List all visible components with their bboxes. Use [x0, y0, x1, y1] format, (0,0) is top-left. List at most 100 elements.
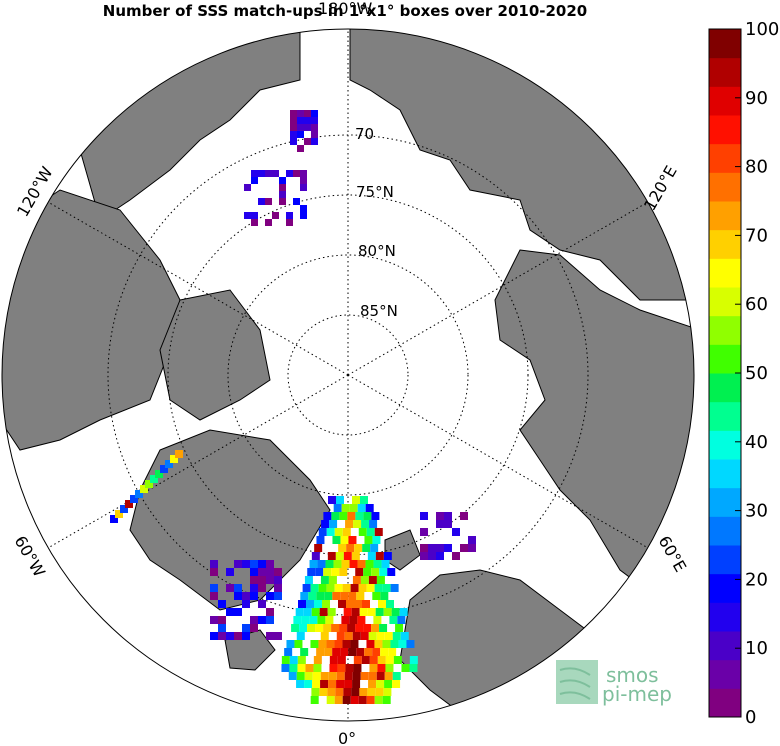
- matchup-cell: [358, 696, 367, 704]
- matchup-cell: [342, 640, 351, 648]
- logo: smos pi-mep: [556, 660, 672, 706]
- matchup-cell: [258, 600, 266, 608]
- matchup-cell: [468, 544, 476, 552]
- matchup-cell: [452, 528, 460, 536]
- matchup-cell: [251, 212, 258, 219]
- matchup-cell: [365, 504, 374, 512]
- matchup-cell: [304, 680, 313, 688]
- colorbar-tick-label: 30: [745, 501, 768, 522]
- matchup-cell: [344, 672, 353, 680]
- matchup-cell: [242, 632, 250, 640]
- matchup-cell: [344, 680, 353, 688]
- matchup-cell: [327, 608, 336, 616]
- matchup-cell: [375, 688, 384, 696]
- colorbar-band: [709, 602, 741, 632]
- colorbar-band: [709, 172, 741, 202]
- colorbar-band: [709, 258, 741, 288]
- matchup-cell: [319, 608, 328, 616]
- colorbar-band: [709, 545, 741, 575]
- colorbar-band: [709, 373, 741, 403]
- matchup-cell: [351, 552, 360, 560]
- matchup-cell: [155, 470, 163, 478]
- matchup-cell: [367, 608, 376, 616]
- matchup-cell: [311, 110, 318, 117]
- matchup-cell: [436, 520, 444, 528]
- matchup-cell: [289, 656, 298, 664]
- matchup-cell: [360, 576, 369, 584]
- matchup-cell: [328, 672, 337, 680]
- matchup-cell: [336, 672, 345, 680]
- matchup-cell: [384, 632, 393, 640]
- colorbar-tick-label: 80: [745, 157, 768, 178]
- logo-line1: smos: [606, 663, 659, 687]
- matchup-cell: [165, 460, 173, 468]
- matchup-cell: [342, 696, 351, 704]
- matchup-cell: [279, 198, 286, 205]
- matchup-cell: [393, 656, 402, 664]
- matchup-cell: [234, 608, 242, 616]
- matchup-cell: [353, 656, 362, 664]
- matchup-cell: [346, 600, 354, 608]
- matchup-cell: [145, 480, 153, 488]
- matchup-cell: [368, 672, 377, 680]
- matchup-cell: [444, 544, 452, 552]
- map-title: Number of SSS match-ups in 1°x1° boxes o…: [102, 2, 588, 20]
- matchup-cell: [279, 177, 286, 184]
- matchup-cell: [343, 688, 352, 696]
- matchup-cell: [366, 696, 375, 704]
- graticule: [47, 29, 649, 721]
- matchup-cell: [251, 177, 258, 184]
- matchup-cell: [383, 688, 392, 696]
- matchup-cell: [135, 490, 143, 498]
- matchup-cell: [274, 584, 282, 592]
- matchup-cell: [368, 632, 377, 640]
- matchup-cell: [266, 560, 274, 568]
- matchup-cell: [250, 560, 258, 568]
- matchup-cell: [332, 536, 341, 544]
- matchup-cell: [341, 504, 350, 512]
- matchup-cell: [314, 544, 323, 552]
- matchup-cell: [345, 520, 354, 528]
- matchup-cell: [377, 664, 386, 672]
- logo-line2: pi-mep: [602, 682, 672, 706]
- matchup-cell: [397, 616, 406, 624]
- matchup-cell: [355, 512, 364, 520]
- colorbar-band: [709, 401, 741, 431]
- matchup-cell: [354, 544, 363, 552]
- matchup-cell: [279, 191, 286, 198]
- matchup-cell: [290, 117, 297, 124]
- matchup-cell: [293, 170, 300, 177]
- matchup-cell: [329, 520, 338, 528]
- matchup-cell: [226, 632, 234, 640]
- matchup-cell: [308, 592, 317, 600]
- colorbar-band: [709, 315, 741, 345]
- colorbar-band: [709, 29, 741, 59]
- matchup-cell: [335, 552, 344, 560]
- matchup-cell: [349, 504, 358, 512]
- matchup-cell: [337, 664, 346, 672]
- matchup-cell: [382, 584, 391, 592]
- matchup-cell: [331, 512, 340, 520]
- matchup-cell: [342, 584, 351, 592]
- colorbar-band: [709, 57, 741, 87]
- matchup-cell: [377, 656, 386, 664]
- matchup-cell: [362, 544, 371, 552]
- matchup-cell: [296, 680, 305, 688]
- matchup-cell: [210, 616, 218, 624]
- matchup-cell: [265, 170, 272, 177]
- matchup-cell: [297, 145, 304, 152]
- matchup-cell: [354, 600, 362, 608]
- colorbar-tick-label: 0: [745, 707, 756, 728]
- matchup-cell: [307, 624, 316, 632]
- matchup-cell: [331, 624, 340, 632]
- matchup-cell: [242, 600, 250, 608]
- matchup-cell: [210, 568, 218, 576]
- matchup-cell: [380, 648, 389, 656]
- matchup-cell: [350, 584, 359, 592]
- matchup-cell: [295, 608, 304, 616]
- matchup-cell: [266, 616, 274, 624]
- matchup-cell: [358, 528, 367, 536]
- matchup-cell: [351, 688, 360, 696]
- matchup-cell: [242, 592, 250, 600]
